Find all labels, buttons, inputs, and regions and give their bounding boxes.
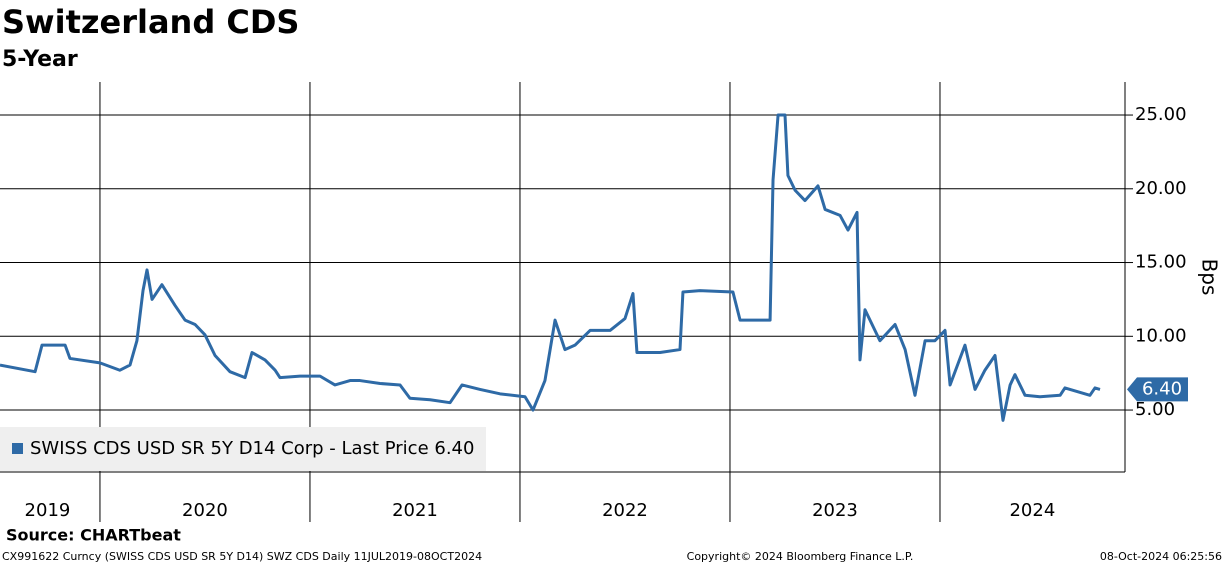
footer-center: Copyright© 2024 Bloomberg Finance L.P. — [687, 550, 914, 563]
legend-label: SWISS CDS USD SR 5Y D14 Corp - Last Pric… — [30, 438, 474, 459]
last-price-tag — [1127, 377, 1188, 402]
x-tick-label: 2022 — [602, 500, 648, 521]
chart-subtitle: 5-Year — [2, 47, 78, 72]
x-tick-label: 2020 — [182, 500, 228, 521]
x-tick-label: 2019 — [25, 500, 71, 521]
y-tick-label: 20.00 — [1135, 178, 1187, 199]
y-axis-label: Bps — [1198, 259, 1222, 296]
footer-right: 08-Oct-2024 06:25:56 — [1100, 550, 1222, 563]
x-tick-label: 2023 — [812, 500, 858, 521]
x-tick-label: 2021 — [392, 500, 438, 521]
y-tick-label: 15.00 — [1135, 252, 1187, 273]
y-tick-label: 10.00 — [1135, 325, 1187, 346]
price-line — [0, 113, 1101, 422]
source: Source: CHARTbeat — [6, 526, 181, 545]
legend-box — [0, 427, 486, 471]
chart-title: Switzerland CDS — [2, 3, 299, 41]
x-tick-label: 2024 — [1009, 500, 1055, 521]
y-tick-label: 25.00 — [1135, 104, 1187, 125]
y-tick-label: 5.00 — [1135, 399, 1175, 420]
last-price-label: 6.40 — [1142, 378, 1182, 399]
footer-left: CX991622 Curncy (SWISS CDS USD SR 5Y D14… — [2, 550, 482, 563]
legend-swatch — [12, 443, 23, 454]
